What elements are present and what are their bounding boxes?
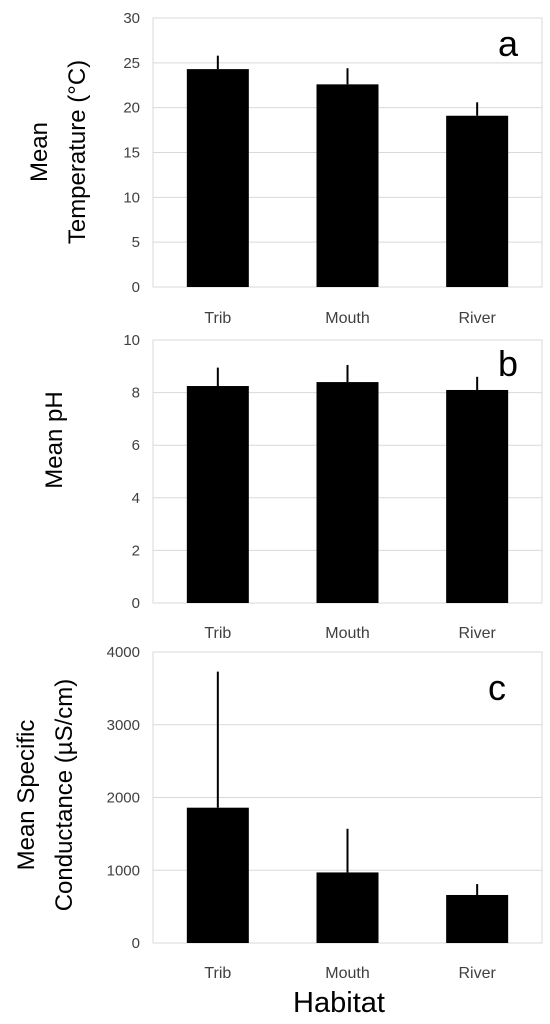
category-label: River [458, 965, 496, 982]
category-label: Mouth [325, 965, 369, 982]
y-tick-label: 2 [132, 542, 140, 559]
y-tick-label: 4000 [107, 644, 140, 661]
y-tick-label: 25 [123, 55, 140, 72]
y-tick-label: 6 [132, 437, 140, 454]
panel-b: 0 2 4 6 8 10 Trib Mouth River Mean pH b [41, 332, 543, 642]
y-axis-label: Conductance (µS/cm) [51, 679, 78, 912]
y-axis-label: Temperature (°C) [64, 60, 91, 244]
y-tick-label: 8 [132, 385, 140, 402]
y-tick-label: 4 [132, 490, 140, 507]
y-tick-label: 5 [132, 234, 140, 251]
bar-mouth [316, 382, 379, 603]
y-tick-label: 20 [123, 100, 140, 117]
bar-river [446, 389, 509, 603]
category-label: Trib [204, 625, 231, 642]
bar-trib [186, 807, 249, 943]
category-label: Mouth [325, 625, 369, 642]
y-axis-label: Mean Specific [13, 720, 40, 871]
y-tick-label: 30 [123, 10, 140, 27]
y-tick-label: 10 [123, 332, 140, 349]
bar-mouth [316, 84, 379, 287]
x-axis-label: Habitat [293, 987, 385, 1019]
category-label: River [458, 625, 496, 642]
y-axis-label: Mean pH [41, 391, 68, 488]
category-label: River [458, 310, 496, 327]
bar-river [446, 894, 509, 943]
bar-river [446, 115, 509, 287]
panel-letter: a [498, 23, 519, 64]
panel-a: 0 5 10 15 20 25 30 Trib Mouth River Mean Temperatur… [26, 10, 543, 327]
y-tick-label: 0 [132, 279, 140, 296]
y-tick-label: 0 [132, 935, 140, 952]
y-tick-label: 10 [123, 189, 140, 206]
category-label: Trib [204, 965, 231, 982]
panel-c: 0 1000 2000 3000 4000 Trib Mouth River Mean Spec… [13, 644, 543, 982]
y-tick-label: 0 [132, 595, 140, 612]
bar-trib [186, 386, 249, 603]
panel-letter: c [488, 667, 506, 708]
bar-mouth [316, 872, 379, 943]
y-tick-label: 15 [123, 145, 140, 162]
category-label: Trib [204, 310, 231, 327]
category-label: Mouth [325, 310, 369, 327]
y-tick-label: 1000 [107, 862, 140, 879]
y-tick-label: 2000 [107, 790, 140, 807]
bar-trib [186, 69, 249, 287]
y-tick-label: 3000 [107, 717, 140, 734]
y-axis-label: Mean [26, 122, 53, 182]
panel-letter: b [498, 343, 518, 384]
